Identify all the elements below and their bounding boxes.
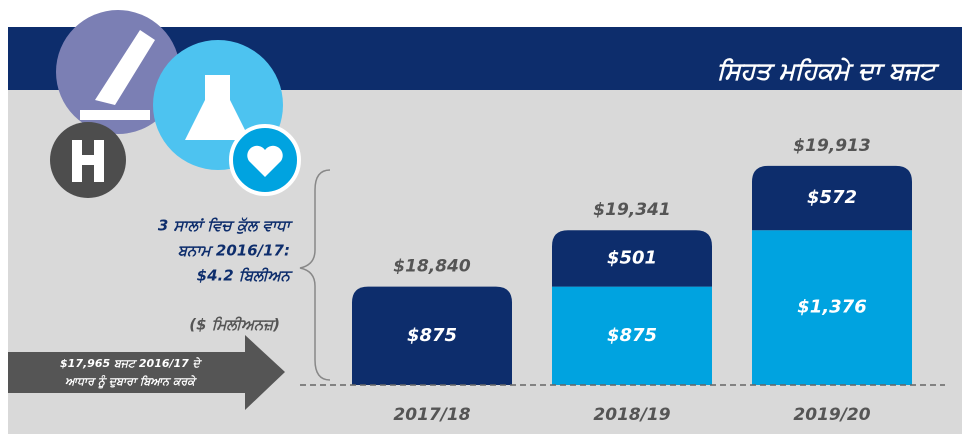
bar-segment <box>752 165 912 231</box>
baseline-note: $17,965 ਬਜਟ 2016/17 ਦੇ <box>60 357 203 370</box>
brace <box>299 169 331 381</box>
icons <box>50 10 301 198</box>
x-tick-label: 2018/19 <box>593 405 670 425</box>
baseline-arrow <box>8 335 285 410</box>
unit-label: ($ ਮਿਲੀਅਨਜ਼) <box>189 316 280 334</box>
note-line: 3 ਸਾਲਾਂ ਵਿਚ ਕੁੱਲ ਵਾਧਾ <box>158 217 294 235</box>
note: 3 ਸਾਲਾਂ ਵਿਚ ਕੁੱਲ ਵਾਧਾ ਬਨਾਮ 2016/17: $4.2 ਬ… <box>158 217 294 285</box>
total-label: $19,913 <box>793 136 870 156</box>
value-label: $875 <box>607 325 657 346</box>
chart-title: ਸਿਹਤ ਮਹਿਕਮੇ ਦਾ ਬਜਟ <box>717 57 940 85</box>
bar-segment <box>752 230 912 385</box>
note-line: $4.2 ਬਿਲੀਅਨ <box>197 267 294 285</box>
value-label: $1,376 <box>797 297 866 318</box>
total-label: $19,341 <box>593 200 670 220</box>
bar-segment <box>552 230 712 287</box>
total-label: $18,840 <box>393 257 471 277</box>
value-label: $572 <box>807 187 857 208</box>
value-label: $875 <box>407 325 457 346</box>
value-label: $501 <box>607 247 657 268</box>
x-tick-label: 2017/18 <box>393 405 470 425</box>
bar-segment <box>552 286 712 385</box>
baseline-note: ਆਧਾਰ ਨੂੰ ਦੁਬਾਰਾ ਬਿਆਨ ਕਰਕੇ <box>65 375 197 389</box>
note-line: ਬਨਾਮ 2016/17: <box>178 242 290 260</box>
x-tick-label: 2019/20 <box>793 405 870 425</box>
bar-segment <box>352 286 512 385</box>
